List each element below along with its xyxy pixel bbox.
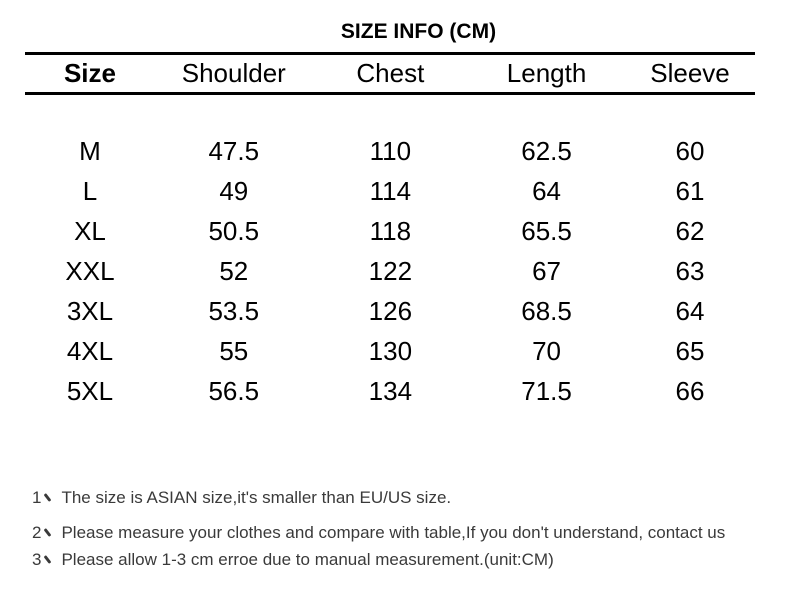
spacer-row: [25, 94, 755, 132]
table-row: XXL 52 122 67 63: [25, 251, 755, 291]
table-header: Size Shoulder Chest Length Sleeve: [25, 53, 755, 95]
note-number: 1: [32, 488, 42, 507]
notes-list: 1 The size is ASIAN size,it's smaller tha…: [32, 488, 801, 570]
measurement-cell: 134: [368, 375, 413, 406]
note-text: The size is ASIAN size,it's smaller than…: [61, 488, 452, 507]
note-item: 3 Please allow 1-3 cm erroe due to manual…: [32, 550, 801, 570]
note-item: 1 The size is ASIAN size,it's smaller tha…: [32, 488, 801, 508]
measurement-cell: 68.5: [521, 295, 572, 326]
measurement-cell: 63: [675, 255, 705, 286]
measurement-cell: 49: [219, 175, 249, 206]
measurement-cell: 53.5: [208, 295, 260, 326]
measurement-cell: 64: [675, 295, 705, 326]
note-number: 2: [32, 523, 42, 542]
measurement-cell: 70: [532, 335, 562, 366]
size-cell: M: [79, 135, 101, 166]
note-item: 2 Please measure your clothes and compare…: [32, 523, 801, 543]
measurement-cell: 67: [532, 255, 562, 286]
table-row: XL 50.5 118 65.5 62: [25, 211, 755, 251]
table-row: 4XL 55 130 70 65: [25, 331, 755, 371]
ideographic-comma-mark: [44, 528, 52, 537]
measurement-cell: 62.5: [521, 135, 572, 166]
measurement-cell: 56.5: [208, 375, 260, 406]
measurement-cell: 71.5: [521, 375, 572, 406]
measurement-cell: 110: [369, 135, 412, 166]
table-row: 3XL 53.5 126 68.5 64: [25, 291, 755, 331]
page-title: SIZE INFO (CM): [340, 20, 497, 43]
note-text: Please allow 1-3 cm erroe due to manual …: [61, 550, 554, 569]
ideographic-comma-mark: [44, 493, 52, 502]
table-body: M 47.5 110 62.5 60 L 49 114 64 61 XL 50.5 118 65.5 62 X…: [25, 94, 755, 412]
measurement-cell: 118: [369, 215, 412, 246]
table-row: L 49 114 64 61: [25, 171, 755, 211]
table-header-row: Size Shoulder Chest Length Sleeve: [25, 53, 755, 95]
column-header-sleeve: Sleeve: [625, 53, 755, 95]
measurement-cell: 62: [675, 215, 705, 246]
measurement-cell: 130: [368, 335, 413, 366]
size-table: Size Shoulder Chest Length Sleeve M 47.5 1…: [25, 52, 755, 411]
measurement-cell: 64: [532, 175, 562, 206]
note-text: Please measure your clothes and compare …: [61, 523, 726, 542]
measurement-cell: 114: [369, 175, 412, 206]
measurement-cell: 55: [219, 335, 249, 366]
table-row: 5XL 56.5 134 71.5 66: [25, 371, 755, 411]
size-cell: 5XL: [66, 375, 114, 406]
measurement-cell: 47.5: [208, 135, 260, 166]
table-row: M 47.5 110 62.5 60: [25, 131, 755, 171]
measurement-cell: 65.5: [521, 215, 572, 246]
ideographic-comma-mark: [44, 555, 52, 564]
column-header-chest: Chest: [312, 53, 469, 95]
measurement-cell: 60: [675, 135, 705, 166]
measurement-cell: 65: [675, 335, 705, 366]
size-cell: XL: [74, 215, 106, 246]
size-cell: 4XL: [66, 335, 114, 366]
size-cell: L: [82, 175, 98, 206]
measurement-cell: 52: [219, 255, 249, 286]
measurement-cell: 66: [675, 375, 705, 406]
measurement-cell: 50.5: [208, 215, 260, 246]
size-cell: XXL: [65, 255, 115, 286]
column-header-length: Length: [468, 53, 626, 95]
measurement-cell: 122: [368, 255, 413, 286]
measurement-cell: 61: [675, 175, 705, 206]
note-number: 3: [32, 550, 42, 569]
column-header-size: Size: [25, 53, 155, 95]
measurement-cell: 126: [368, 295, 413, 326]
size-cell: 3XL: [66, 295, 114, 326]
column-header-shoulder: Shoulder: [154, 53, 313, 95]
